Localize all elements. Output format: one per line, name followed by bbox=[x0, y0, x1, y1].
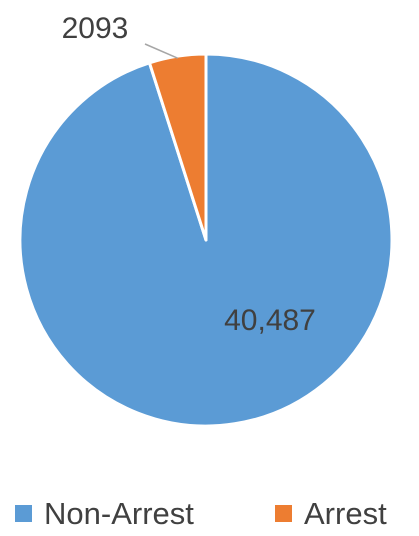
legend-label-non-arrest: Non-Arrest bbox=[44, 496, 194, 531]
data-label-non-arrest: 40,487 bbox=[224, 304, 316, 337]
pie-slices bbox=[18, 52, 394, 428]
arrest-label-leader-line bbox=[144, 43, 178, 59]
legend-swatch-non-arrest bbox=[15, 505, 32, 522]
data-label-arrest: 2093 bbox=[62, 12, 129, 45]
legend-swatch-arrest bbox=[275, 505, 292, 522]
legend: Non-Arrest Arrest bbox=[15, 496, 387, 531]
slice-arrest bbox=[147, 52, 208, 242]
legend-label-arrest: Arrest bbox=[304, 496, 387, 531]
